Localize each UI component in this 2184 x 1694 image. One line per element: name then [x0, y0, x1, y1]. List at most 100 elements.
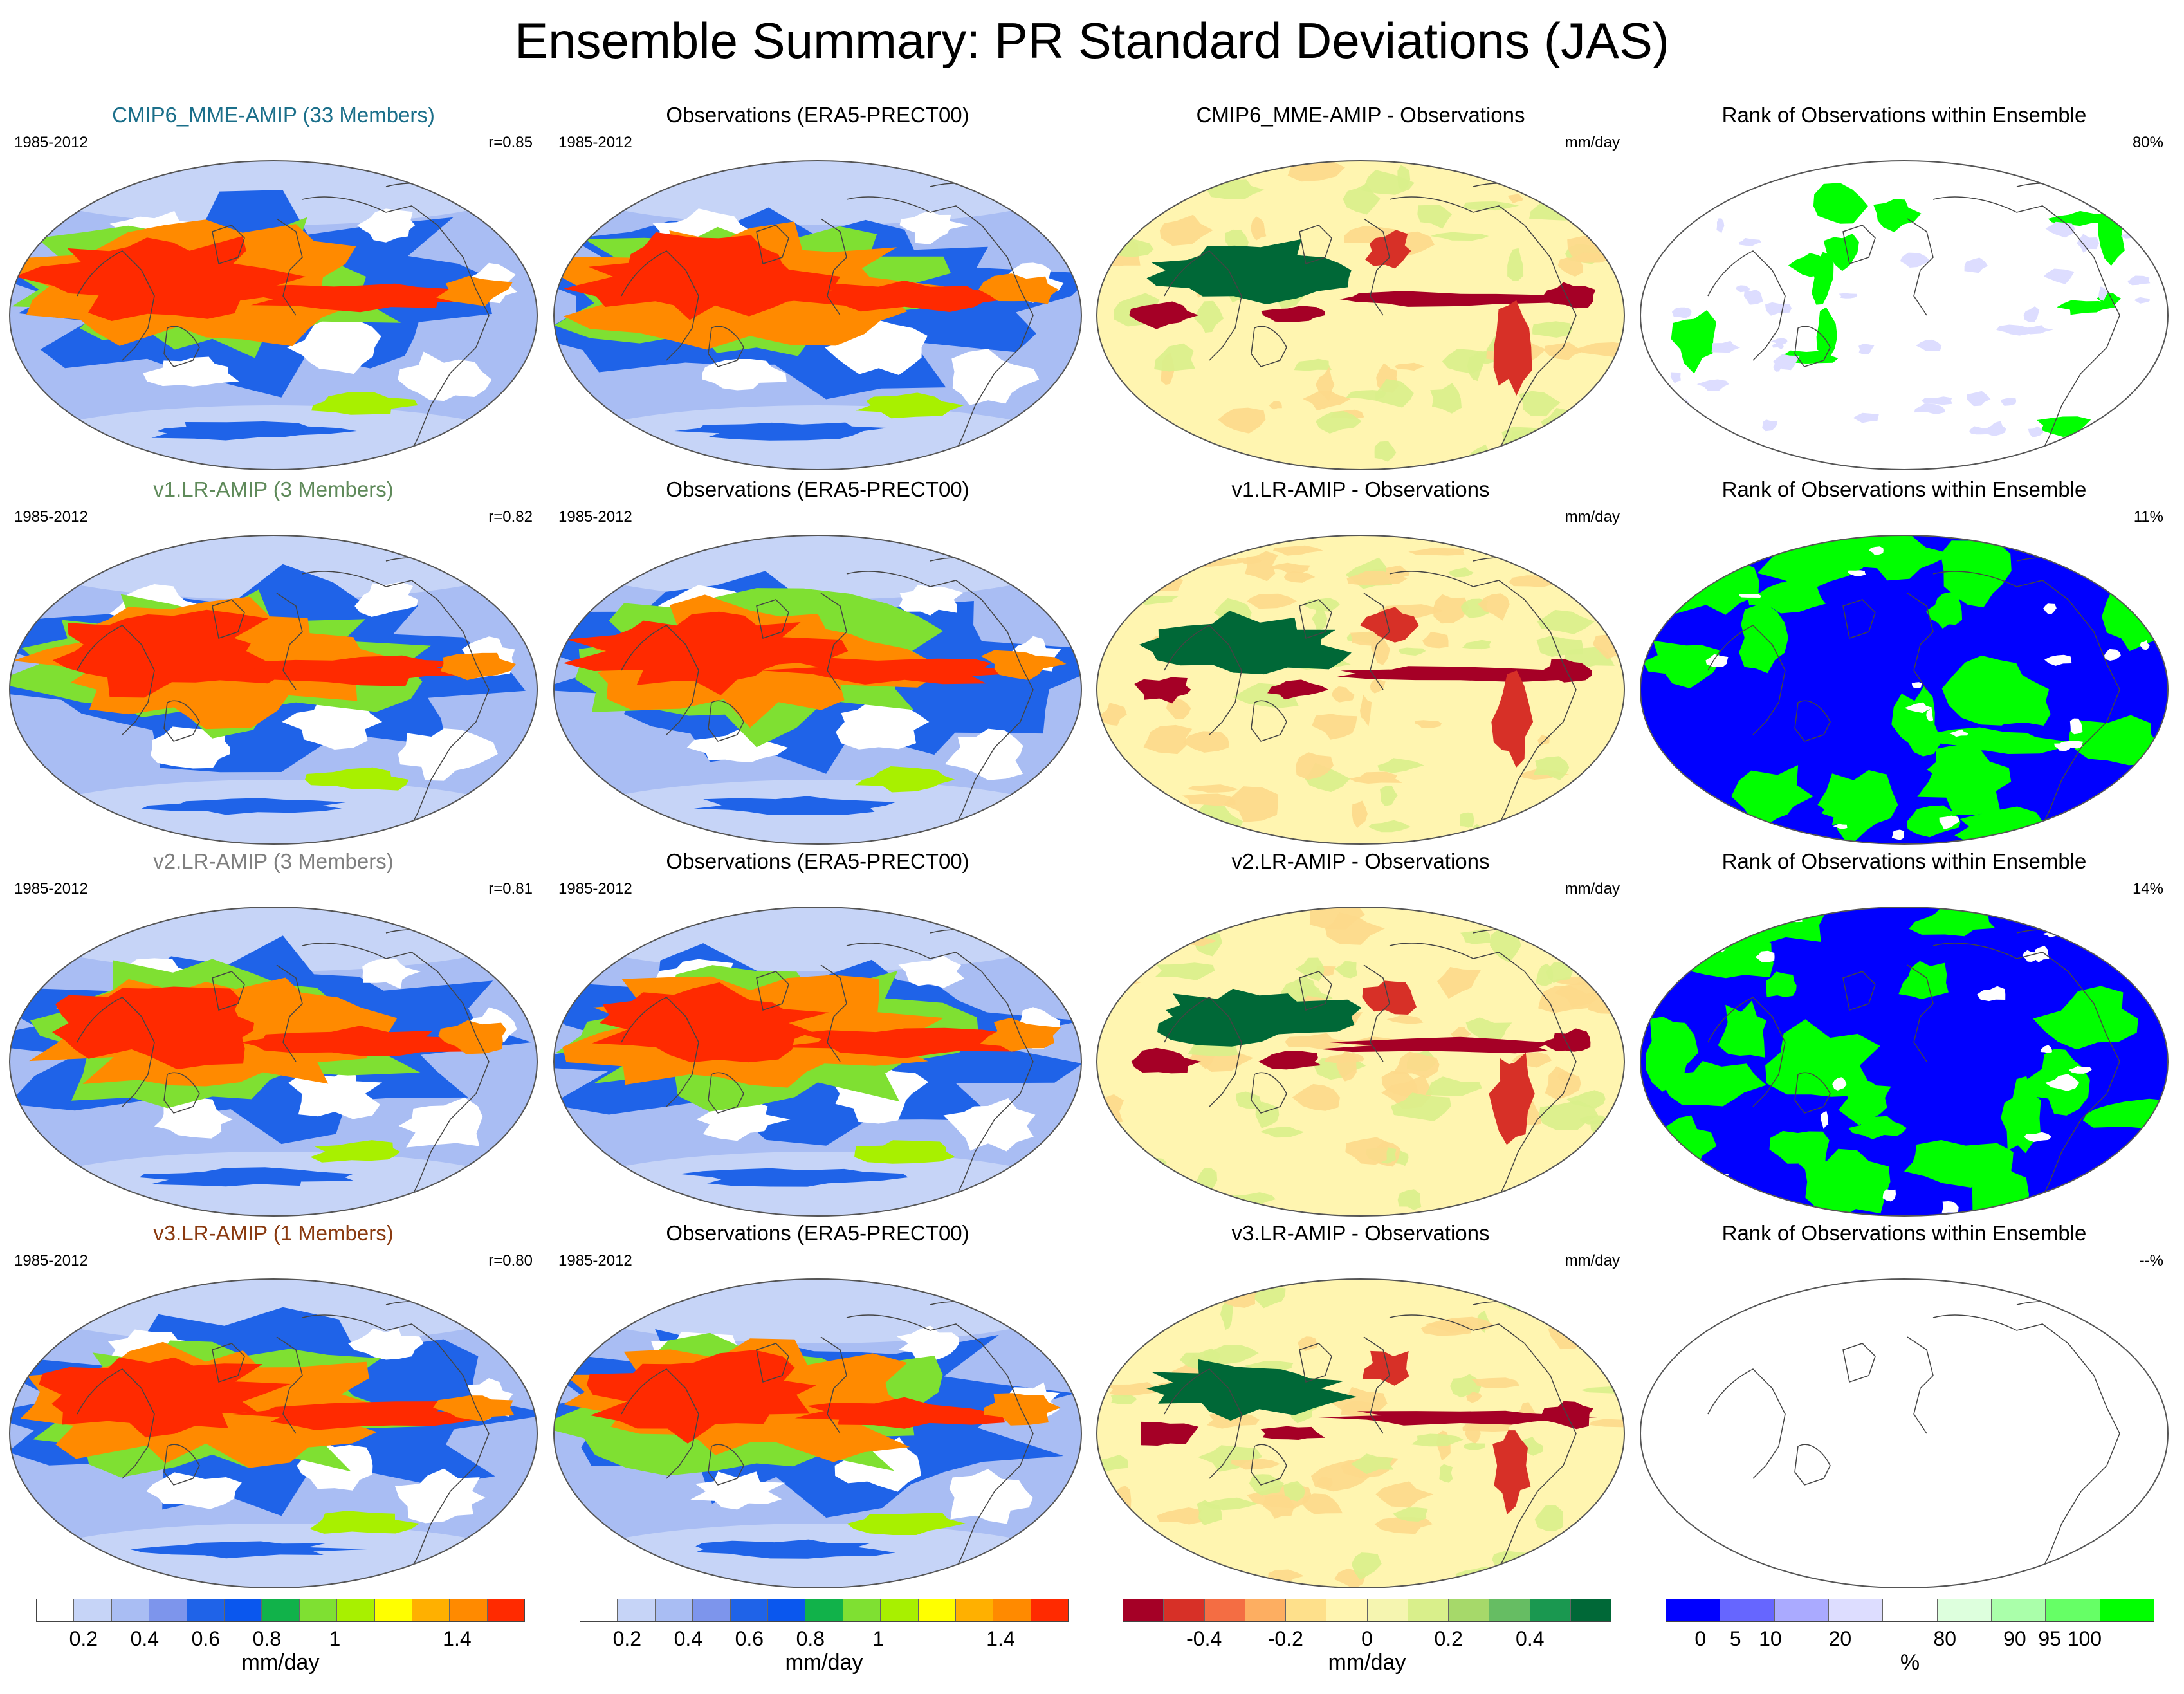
world-map: [553, 1278, 1082, 1588]
map-field: [554, 907, 1081, 1216]
coastlines: [77, 929, 490, 1197]
world-map: [553, 160, 1082, 470]
world-map: [1640, 535, 2169, 845]
colorbar-tick-label: 0.6: [735, 1627, 764, 1650]
period-label: 1985-2012: [558, 508, 632, 526]
panel-rank-row3: Rank of Observations within Ensemble 14%: [1631, 849, 2178, 1217]
period-label: 1985-2012: [14, 880, 88, 898]
world-map: [9, 1278, 538, 1588]
map-field: [1640, 535, 2168, 844]
colorbar-tick-label: 0: [1694, 1627, 1707, 1650]
world-map: [553, 907, 1082, 1217]
panel-model-row4: v3.LR-AMIP (1 Members) 1985-2012 r=0.80: [0, 1221, 547, 1588]
colorbar-tick-label: 0.8: [252, 1627, 282, 1650]
panel-obs-row2: Observations (ERA5-PRECT00) 1985-2012: [544, 477, 1091, 845]
panel-title: Rank of Observations within Ensemble: [1721, 1221, 2087, 1245]
map-border: [1096, 160, 1625, 470]
coastlines: [1164, 929, 1577, 1197]
colorbar-swatch: [1774, 1599, 1829, 1621]
colorbar-tick-label: 0.2: [612, 1627, 642, 1650]
coastlines: [621, 929, 1034, 1197]
colorbar-swatch: [1164, 1599, 1205, 1621]
figure-title: Ensemble Summary: PR Standard Deviations…: [515, 12, 1669, 69]
map-border: [1096, 535, 1625, 845]
colorbar-swatch: [262, 1599, 300, 1621]
panel-title: v3.LR-AMIP (1 Members): [153, 1221, 394, 1245]
map-field: [10, 907, 537, 1216]
panel-title: Observations (ERA5-PRECT00): [666, 477, 969, 501]
map-border: [9, 907, 538, 1217]
map-field: [10, 1279, 537, 1588]
colorbar-tick-label: 0.4: [1516, 1627, 1545, 1650]
colorbar-swatch: [655, 1599, 693, 1621]
map-border: [553, 907, 1082, 1217]
colorbar-tick-label: 20: [1828, 1627, 1852, 1650]
unit-label: mm/day: [1565, 134, 1620, 151]
colorbar-tick-label: 0.4: [130, 1627, 160, 1650]
colorbar-unit: %: [1900, 1650, 1920, 1675]
colorbar-swatch: [1204, 1599, 1245, 1621]
panel-diff-row3: v2.LR-AMIP - Observations mm/day: [1087, 849, 1634, 1217]
colorbar-swatch: [881, 1599, 919, 1621]
map-border: [1640, 160, 2169, 470]
colorbar-tick-label: 80: [1933, 1627, 1957, 1650]
panel-title: Observations (ERA5-PRECT00): [666, 103, 969, 127]
world-map: [1640, 160, 2169, 470]
colorbar-swatch: [1666, 1599, 1721, 1621]
map-field: [1097, 535, 1624, 844]
panel-rank-row1: Rank of Observations within Ensemble 80%: [1631, 103, 2178, 470]
colorbar-rank: 0 5 10 20 80 90 95 100 %: [1666, 1599, 2154, 1689]
map-field: [1097, 161, 1624, 470]
panel-obs-row3: Observations (ERA5-PRECT00) 1985-2012: [544, 849, 1091, 1217]
colorbar-swatch: [843, 1599, 881, 1621]
colorbar-swatch: [1720, 1599, 1775, 1621]
colorbar-swatch: [2046, 1599, 2100, 1621]
map-border: [9, 535, 538, 845]
panel-title: Observations (ERA5-PRECT00): [666, 1221, 969, 1245]
colorbar-difference: -0.4 -0.2 0 0.2 0.4 mm/day: [1123, 1599, 1611, 1689]
colorbar-tick-label: 1.4: [443, 1627, 472, 1650]
panel-rank-row2: Rank of Observations within Ensemble 11%: [1631, 477, 2178, 845]
colorbar-tick-label: 95: [2038, 1627, 2061, 1650]
unit-label: mm/day: [1565, 1252, 1620, 1269]
world-map: [553, 535, 1082, 845]
period-label: 1985-2012: [558, 1252, 632, 1269]
panel-model-row3: v2.LR-AMIP (3 Members) 1985-2012 r=0.81: [0, 849, 547, 1217]
colorbar-tick-label: 90: [2003, 1627, 2026, 1650]
period-label: 1985-2012: [558, 880, 632, 898]
colorbar-swatch: [805, 1599, 843, 1621]
rank-percent-label: --%: [2139, 1252, 2163, 1269]
panel-title: v3.LR-AMIP - Observations: [1231, 1221, 1490, 1245]
panel-title: v1.LR-AMIP - Observations: [1231, 477, 1490, 501]
panel-title: CMIP6_MME-AMIP - Observations: [1196, 103, 1525, 127]
colorbar-swatch: [37, 1599, 75, 1621]
colorbar-tick-label: 1.4: [986, 1627, 1015, 1650]
rank-percent-label: 14%: [2132, 880, 2163, 898]
colorbar-obs-sd: 0.2 0.4 0.6 0.8 1 1.4 mm/day: [580, 1599, 1069, 1689]
colorbar-swatch: [1326, 1599, 1368, 1621]
world-map: [1096, 535, 1625, 845]
panel-title: Rank of Observations within Ensemble: [1721, 477, 2087, 501]
world-map: [9, 160, 538, 470]
world-map: [1096, 160, 1625, 470]
colorbar-swatch: [955, 1599, 994, 1621]
map-field: [554, 1279, 1081, 1588]
map-field: [1640, 907, 2168, 1216]
colorbar-swatch: [1286, 1599, 1327, 1621]
colorbar-tick-label: 10: [1759, 1627, 1782, 1650]
map-field: [554, 161, 1081, 470]
colorbar-swatch: [337, 1599, 375, 1621]
world-map: [1096, 907, 1625, 1217]
rank-percent-label: 11%: [2133, 508, 2163, 526]
period-label: 1985-2012: [14, 134, 88, 151]
colorbar-swatch: [487, 1599, 525, 1621]
panel-diff-row1: CMIP6_MME-AMIP - Observations mm/day: [1087, 103, 1634, 470]
map-border: [1640, 1278, 2169, 1588]
map-field: [10, 161, 537, 470]
colorbar-unit: mm/day: [785, 1650, 863, 1675]
map-field: [554, 535, 1081, 844]
world-map: [1640, 907, 2169, 1217]
colorbar-swatch: [450, 1599, 488, 1621]
colorbar-swatch: [693, 1599, 731, 1621]
colorbar-swatch: [918, 1599, 956, 1621]
